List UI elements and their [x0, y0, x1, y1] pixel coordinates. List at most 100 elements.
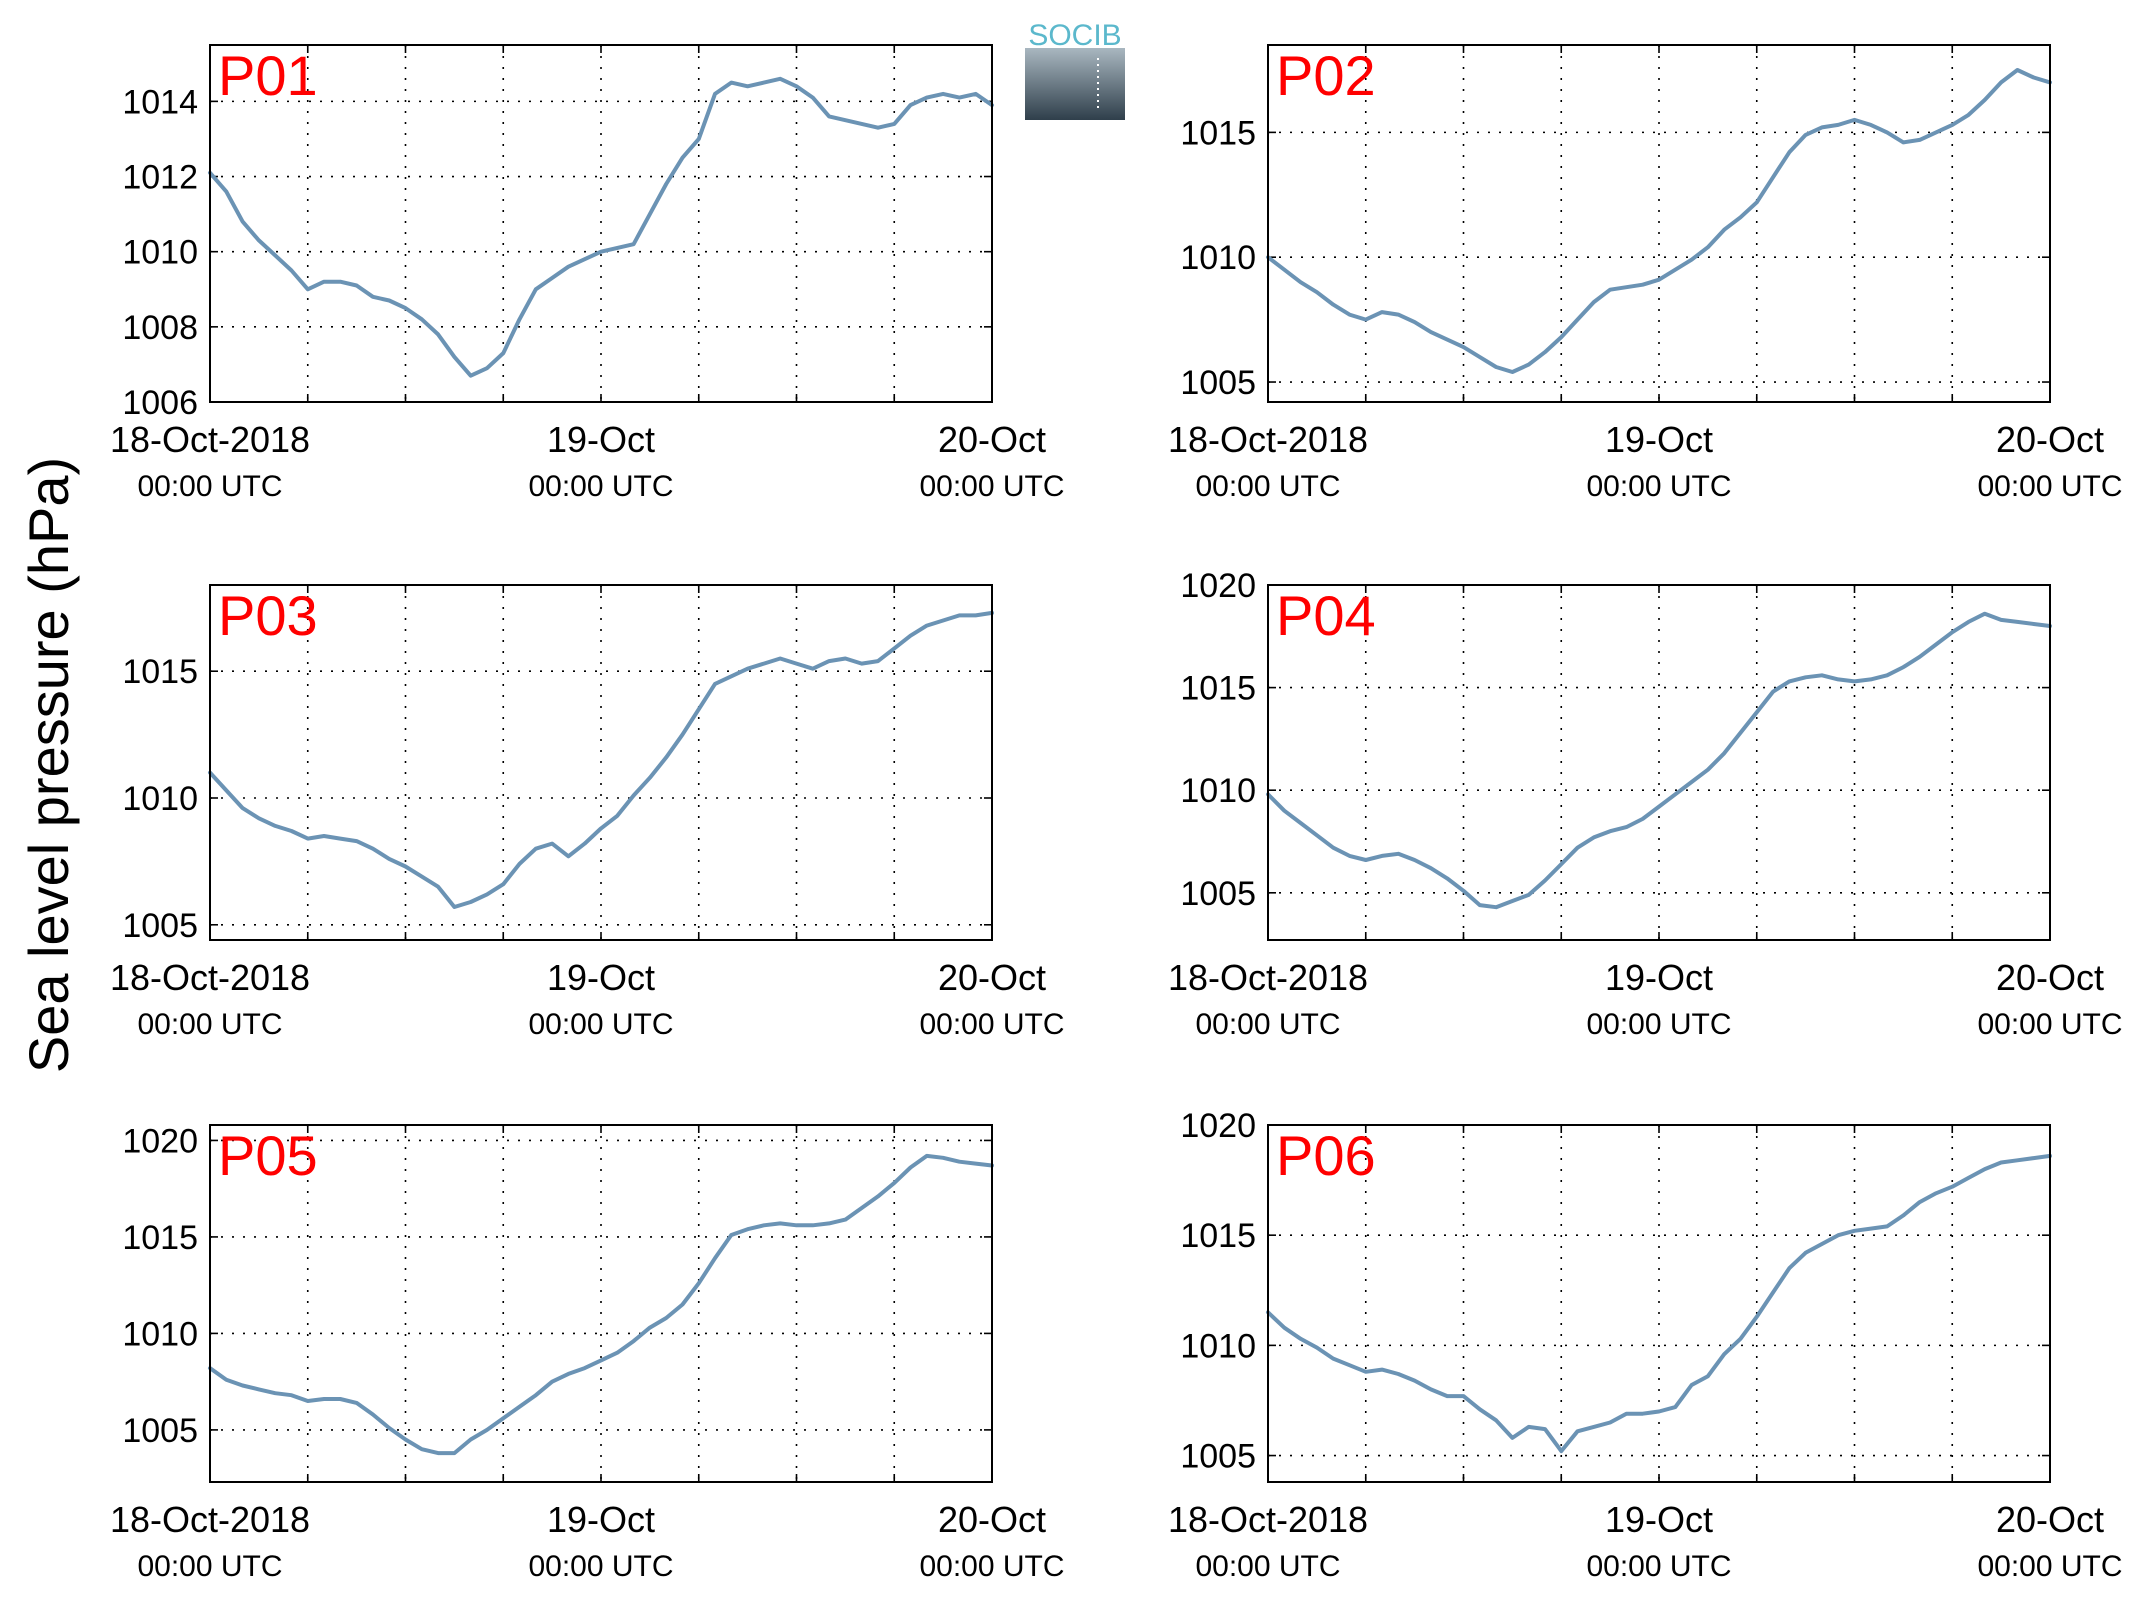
data-point — [1299, 280, 1303, 284]
data-point — [485, 892, 489, 896]
x-tick-label-time: 00:00 UTC — [1195, 470, 1340, 503]
data-point — [387, 299, 391, 302]
data-point — [1315, 290, 1319, 294]
data-point — [1787, 150, 1791, 154]
y-tick-label: 1015 — [1180, 1217, 1256, 1255]
data-point — [1901, 140, 1905, 144]
data-point — [1282, 268, 1286, 272]
data-point — [1592, 835, 1596, 839]
data-point — [404, 865, 407, 868]
data-point — [1739, 731, 1742, 735]
data-point — [452, 355, 456, 359]
data-point — [811, 1223, 815, 1227]
data-point — [1771, 690, 1775, 694]
data-point — [1510, 1436, 1514, 1440]
data-point — [224, 1378, 228, 1382]
data-point — [273, 1391, 277, 1395]
y-axis-label: Sea level pressure (hPa) — [17, 457, 80, 1073]
data-point — [1380, 310, 1384, 314]
data-point — [1429, 866, 1433, 870]
data-point — [1739, 1337, 1742, 1341]
data-point — [1918, 138, 1922, 142]
x-tick-label-date: 19-Oct — [1605, 419, 1713, 460]
data-point — [257, 816, 261, 820]
data-point — [1755, 710, 1759, 714]
data-point — [2015, 620, 2019, 624]
data-point — [1364, 1370, 1368, 1374]
x-tick-label-date: 18-Oct-2018 — [110, 1499, 310, 1540]
chart-panel-p06: 1005 1010 1015 1020 18-Oct-2018 00:00 UTC 19-O… — [1168, 1107, 2123, 1583]
panel-title-p02: P02 — [1276, 44, 1376, 107]
data-point — [1527, 363, 1531, 367]
data-point — [713, 92, 717, 96]
data-point — [778, 77, 782, 81]
data-point — [1657, 1410, 1661, 1413]
x-tick-label-time: 00:00 UTC — [919, 1550, 1064, 1583]
data-point — [957, 96, 961, 100]
data-point — [974, 92, 978, 96]
data-point — [1901, 665, 1905, 669]
data-point — [1592, 1425, 1596, 1429]
x-tick-label-time: 00:00 UTC — [528, 1550, 673, 1583]
data-point — [1559, 1449, 1563, 1453]
data-point — [1690, 258, 1694, 262]
data-point — [1494, 905, 1498, 909]
data-point — [1543, 1427, 1547, 1431]
data-point — [518, 317, 521, 321]
x-tick-label-time: 00:00 UTC — [528, 1008, 673, 1041]
plot-frame — [1267, 44, 2051, 403]
data-point — [1624, 1412, 1628, 1416]
data-point — [241, 220, 245, 224]
data-point — [1445, 1394, 1449, 1398]
y-tick-label: 1020 — [1180, 567, 1256, 605]
x-tick-label-time: 00:00 UTC — [919, 1008, 1064, 1041]
data-point — [355, 284, 359, 287]
data-point — [1787, 679, 1791, 683]
data-point — [290, 269, 293, 272]
data-point — [550, 842, 554, 846]
data-point — [2032, 1156, 2036, 1160]
data-point — [1869, 123, 1873, 127]
data-point — [1771, 175, 1775, 179]
data-point — [827, 659, 831, 663]
data-point — [1608, 288, 1612, 292]
series-line-p06 — [1266, 1153, 2052, 1454]
data-point — [1722, 1352, 1726, 1356]
data-point — [290, 1393, 293, 1397]
data-point — [1282, 809, 1286, 813]
x-tick-label-time: 00:00 UTC — [1195, 1008, 1340, 1041]
data-point — [843, 1218, 847, 1222]
data-point — [485, 366, 489, 370]
data-point — [1885, 130, 1889, 134]
data-point — [892, 122, 896, 126]
data-point — [1608, 829, 1612, 833]
data-point — [795, 1223, 798, 1227]
data-point — [746, 667, 750, 671]
x-tick-label-time: 00:00 UTC — [1977, 1550, 2122, 1583]
data-point — [1348, 1363, 1351, 1367]
data-point — [1592, 300, 1596, 304]
data-point — [338, 1397, 342, 1401]
data-point — [1559, 862, 1563, 866]
x-tick-label-date: 19-Oct — [547, 957, 655, 998]
data-point — [566, 265, 570, 269]
data-point — [485, 1428, 489, 1432]
data-point — [746, 84, 750, 88]
data-point — [1641, 1412, 1645, 1416]
y-tick-label: 1020 — [1180, 1107, 1256, 1145]
panel-title-p05: P05 — [218, 1124, 318, 1187]
data-point — [632, 1339, 636, 1343]
data-point — [1820, 125, 1824, 129]
data-point — [1673, 792, 1677, 796]
data-point — [583, 257, 587, 261]
x-tick-label-time: 00:00 UTC — [1586, 1550, 1731, 1583]
data-point — [1853, 118, 1856, 122]
data-point — [338, 280, 342, 284]
data-point — [2015, 1158, 2019, 1162]
y-tick-label: 1005 — [1180, 875, 1256, 913]
data-point — [1299, 821, 1303, 825]
chart-panel-p05: 1005 1010 1015 1020 18-Oct-2018 00:00 UTC 19-O… — [110, 1122, 1065, 1583]
data-point — [1413, 858, 1417, 862]
data-point — [1853, 679, 1856, 683]
data-point — [2032, 76, 2036, 79]
